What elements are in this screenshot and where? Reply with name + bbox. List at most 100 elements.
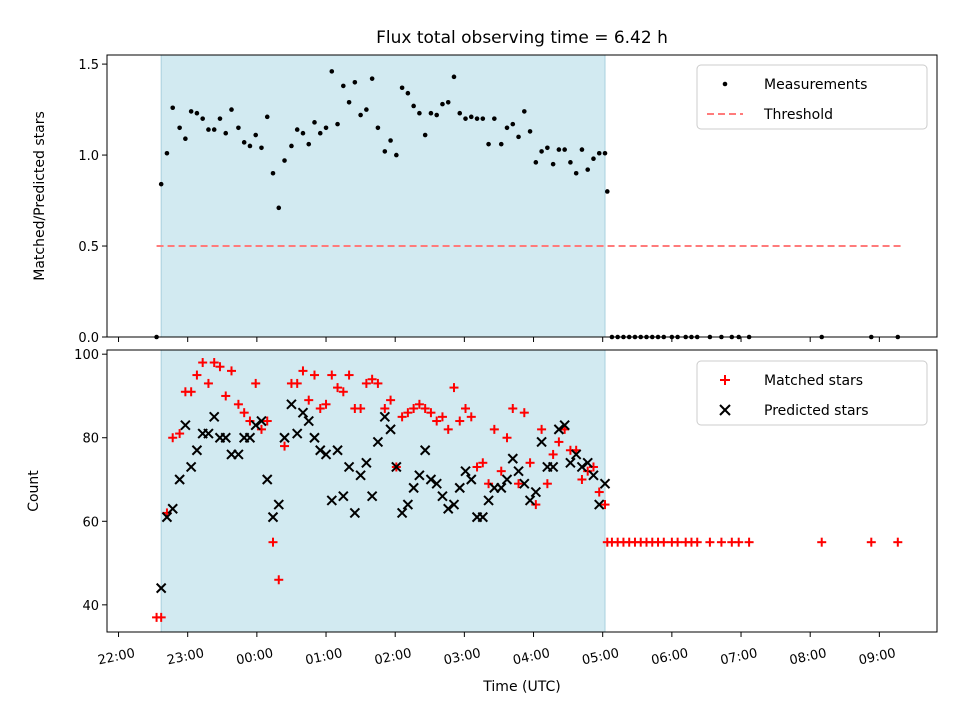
measurement-point — [394, 152, 399, 158]
measurement-point — [253, 132, 259, 138]
matched-star-point — [420, 403, 430, 413]
x-tick-label: 23:00 — [166, 646, 206, 668]
predicted-star-point — [174, 474, 185, 485]
bottom-x-ticks: 22:00 23:00 00:00 01:00 02:00 03:00 04:00 05:00… — [97, 632, 897, 668]
x-tick-label: 04:00 — [512, 646, 552, 668]
measurement-point — [264, 114, 270, 120]
top-y-tick-label: 0.0 — [78, 331, 99, 346]
matched-star-point — [414, 399, 424, 409]
matched-star-point — [548, 449, 558, 459]
bottom-observing-span — [160, 349, 606, 633]
measurement-point — [364, 107, 369, 112]
measurement-point — [177, 125, 182, 131]
measurement-point — [300, 130, 306, 136]
matched-star-point — [380, 403, 390, 413]
predicted-star-point — [267, 511, 279, 523]
measurement-point — [480, 116, 486, 121]
matched-star-point — [344, 370, 354, 380]
bottom-panel: 40 60 80 100 22:00 23:00 00:00 01:00 02:00 03:00… — [26, 348, 938, 695]
matched-star-point — [472, 462, 482, 472]
predicted-star-point — [262, 474, 273, 485]
measurement-point — [188, 109, 194, 114]
measurement-point — [294, 127, 300, 132]
matched-star-point — [321, 399, 331, 409]
matched-star-point — [519, 408, 529, 418]
measurement-point — [556, 147, 562, 152]
predicted-star-point — [361, 457, 372, 469]
predicted-star-point — [454, 482, 465, 494]
x-tick-label: 00:00 — [235, 646, 275, 668]
measurement-point — [568, 160, 573, 165]
matched-star-point — [268, 537, 278, 547]
measurement-point — [510, 121, 516, 127]
matched-star-point — [455, 416, 465, 426]
matched-star-point — [893, 537, 903, 547]
predicted-star-point — [477, 511, 489, 523]
measurement-point — [417, 110, 422, 116]
predicted-star-point — [250, 419, 261, 431]
predicted-star-point — [582, 457, 593, 469]
measurement-point — [158, 181, 164, 187]
x-tick-label: 05:00 — [581, 646, 621, 668]
matched-star-point — [367, 374, 377, 384]
top-y-tick-label: 1.5 — [78, 58, 99, 73]
predicted-star-point — [320, 449, 332, 460]
predicted-star-point — [273, 499, 284, 510]
matched-star-point — [659, 537, 669, 547]
measurement-point — [498, 141, 504, 147]
bottom-legend: Matched stars Predicted stars — [696, 360, 928, 426]
legend-marker — [722, 81, 728, 87]
predicted-star-point — [431, 478, 442, 489]
predicted-star-point — [303, 415, 314, 427]
x-tick-label: 03:00 — [442, 646, 482, 668]
matched-star-point — [692, 537, 702, 547]
matched-star-point — [274, 575, 284, 585]
bottom-y-axis-label: Count — [26, 470, 42, 512]
measurement-point — [241, 140, 247, 145]
matched-star-point — [426, 408, 436, 418]
predicted-star-point — [315, 445, 326, 456]
measurement-point — [289, 143, 294, 149]
predicted-star-point — [559, 419, 570, 431]
measurement-point — [533, 160, 539, 165]
measurement-point — [341, 83, 346, 89]
matched-star-point — [209, 358, 219, 368]
predicted-star-point — [570, 449, 582, 460]
matched-star-point — [338, 387, 348, 397]
measurement-point — [522, 109, 527, 114]
x-tick-label: 06:00 — [650, 646, 690, 668]
measurement-point — [306, 141, 312, 147]
matched-star-point — [356, 403, 366, 413]
measurement-point — [422, 132, 428, 138]
predicted-star-point — [588, 470, 599, 481]
predicted-star-point — [355, 470, 366, 481]
predicted-star-point — [220, 432, 231, 443]
measurement-point — [585, 167, 591, 172]
measurement-point — [457, 110, 463, 116]
x-tick-label: 02:00 — [373, 646, 413, 668]
matched-star-point — [304, 395, 314, 405]
matched-star-point — [251, 378, 261, 388]
matched-star-point — [262, 416, 272, 426]
measurement-point — [591, 156, 596, 162]
measurement-point — [229, 107, 234, 112]
measurement-point — [516, 134, 521, 140]
matched-star-point — [716, 537, 726, 547]
x-tick-label: 22:00 — [97, 646, 137, 668]
bottom-y-ticks: 40 60 80 100 — [74, 348, 107, 614]
measurement-point — [451, 74, 457, 80]
predicted-star-point — [233, 449, 244, 460]
matched-star-point — [443, 424, 453, 434]
measurement-point — [445, 100, 451, 105]
matched-star-point — [478, 458, 488, 468]
matched-star-point — [554, 437, 564, 447]
measurement-point — [312, 120, 317, 125]
matched-star-point — [705, 537, 715, 547]
matched-star-point — [239, 408, 249, 418]
bottom-y-tick-label: 80 — [82, 432, 99, 447]
measurement-point — [579, 147, 585, 152]
predicted-star-point — [297, 407, 309, 418]
predicted-star-point — [448, 499, 460, 510]
measurement-point — [358, 112, 363, 118]
